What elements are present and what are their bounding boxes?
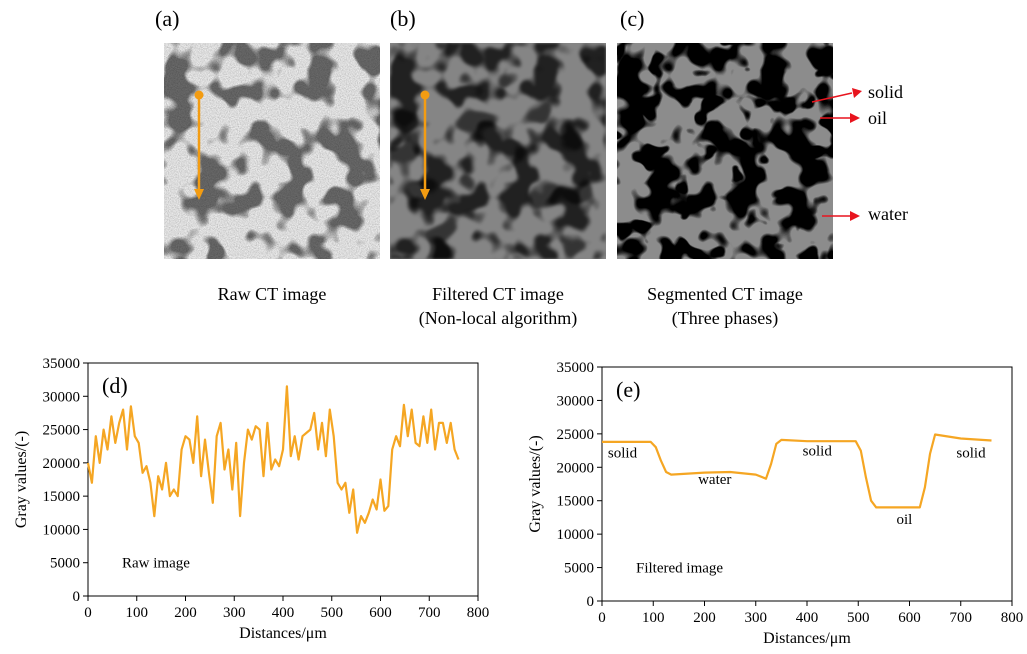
x-tick-label: 600 xyxy=(898,610,921,626)
caption-b-line1: Filtered CT image xyxy=(432,284,564,304)
x-tick-label: 700 xyxy=(950,610,973,626)
y-tick-label: 25000 xyxy=(557,427,595,443)
panel-annotation: Raw image xyxy=(122,556,190,572)
x-tick-label: 200 xyxy=(693,610,716,626)
y-tick-label: 10000 xyxy=(557,527,595,543)
caption-b: Filtered CT image (Non-local algorithm) xyxy=(380,282,616,330)
x-tick-label: 300 xyxy=(223,605,246,621)
x-axis-label: Distances/μm xyxy=(239,625,327,642)
x-tick-label: 200 xyxy=(174,605,197,621)
x-tick-label: 0 xyxy=(84,605,92,621)
y-tick-label: 30000 xyxy=(43,389,81,405)
x-tick-label: 100 xyxy=(126,605,149,621)
phase-label-arrows xyxy=(811,88,862,221)
y-tick-label: 5000 xyxy=(564,561,594,577)
panel-b-letter: (b) xyxy=(390,6,416,31)
x-tick-label: 300 xyxy=(745,610,768,626)
panel-annotation: Filtered image xyxy=(636,561,723,577)
x-tick-label: 400 xyxy=(272,605,295,621)
x-tick-label: 800 xyxy=(467,605,490,621)
y-tick-label: 20000 xyxy=(43,456,81,472)
y-tick-label: 35000 xyxy=(557,360,595,376)
x-tick-label: 700 xyxy=(418,605,441,621)
panel-letter: (d) xyxy=(102,373,128,398)
label-water: water xyxy=(868,204,908,224)
region-label: solid xyxy=(956,445,986,461)
y-tick-label: 0 xyxy=(587,594,595,610)
y-tick-label: 15000 xyxy=(557,494,595,510)
y-tick-label: 30000 xyxy=(557,393,595,409)
x-tick-label: 800 xyxy=(1001,610,1024,626)
x-tick-label: 100 xyxy=(642,610,665,626)
segmented-ct-image xyxy=(617,43,833,259)
y-tick-label: 10000 xyxy=(43,522,81,538)
panel-c-letter: (c) xyxy=(620,6,645,31)
caption-a: Raw CT image xyxy=(217,284,327,304)
caption-b-line2: (Non-local algorithm) xyxy=(418,308,578,328)
y-tick-label: 5000 xyxy=(50,556,80,572)
filtered-ct-image xyxy=(390,43,606,259)
panel-letter: (e) xyxy=(616,377,640,402)
x-axis-label: Distances/μm xyxy=(763,630,851,647)
x-tick-label: 500 xyxy=(321,605,344,621)
region-label: solid xyxy=(803,443,833,459)
chart-d: 0 5000 10000 15000 20000 25000 30000 35000 0 100 2… xyxy=(13,356,490,642)
x-tick-label: 400 xyxy=(796,610,819,626)
y-tick-label: 0 xyxy=(73,589,81,605)
y-tick-label: 20000 xyxy=(557,460,595,476)
series-line xyxy=(602,433,992,509)
chart-e: 0 5000 10000 15000 20000 25000 30000 35000 0 100 2… xyxy=(527,360,1024,647)
label-solid: solid xyxy=(868,82,904,102)
profile-arrow-head xyxy=(194,189,204,200)
panel-a-letter: (a) xyxy=(155,6,180,31)
profile-start-dot xyxy=(194,90,204,100)
y-tick-label: 25000 xyxy=(43,423,81,439)
x-tick-label: 500 xyxy=(847,610,870,626)
raw-ct-image xyxy=(164,43,380,259)
label-oil: oil xyxy=(868,108,888,128)
region-label: oil xyxy=(896,512,912,528)
y-axis-label: Gray values/(-) xyxy=(527,435,544,532)
caption-c-line1: Segmented CT image xyxy=(647,284,803,304)
y-tick-label: 15000 xyxy=(43,489,81,505)
x-tick-label: 600 xyxy=(369,605,392,621)
y-axis-label: Gray values/(-) xyxy=(13,431,30,528)
region-label: water xyxy=(698,472,731,488)
series-line xyxy=(86,385,460,534)
y-tick-label: 35000 xyxy=(43,356,81,372)
x-tick-label: 0 xyxy=(598,610,606,626)
caption-c: Segmented CT image (Three phases) xyxy=(605,282,845,330)
region-label: solid xyxy=(608,445,638,461)
caption-c-line2: (Three phases) xyxy=(671,308,779,328)
